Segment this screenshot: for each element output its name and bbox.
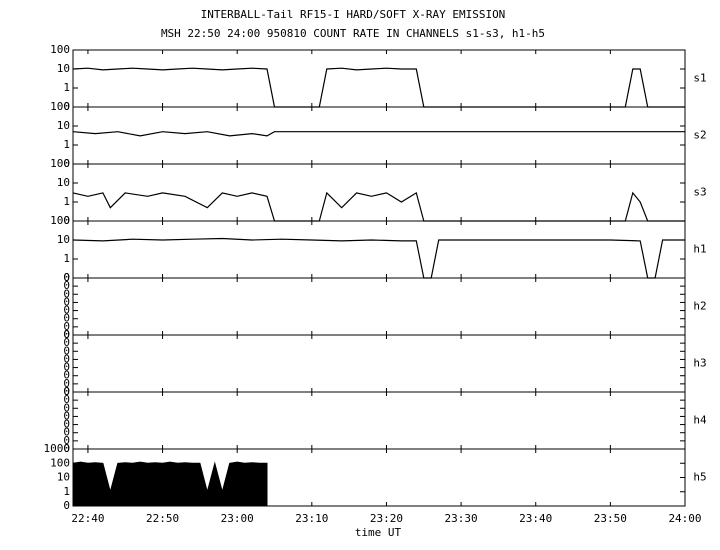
y-tick-label: 100 xyxy=(50,456,70,469)
y-tick-label: 0 xyxy=(63,312,70,325)
y-tick-label: 1 xyxy=(63,252,70,265)
y-tick-label: 0 xyxy=(63,295,70,308)
y-tick-label: 0 xyxy=(63,442,70,455)
y-tick-label: 0 xyxy=(63,369,70,382)
chart-subtitle: MSH 22:50 24:00 950810 COUNT RATE IN CHA… xyxy=(161,27,545,40)
channel-label: s2 xyxy=(693,129,706,142)
y-tick-label: 100 xyxy=(50,214,70,227)
y-tick-label: 0 xyxy=(63,377,70,390)
chart-title: INTERBALL-Tail RF15-I HARD/SOFT X-RAY EM… xyxy=(201,8,506,21)
y-tick-label: 0 xyxy=(63,385,70,398)
y-tick-label: 0 xyxy=(63,157,70,170)
y-tick-label: 100 xyxy=(50,43,70,56)
x-tick-label: 22:40 xyxy=(71,512,104,525)
data-area xyxy=(72,461,268,507)
y-tick-label: 0 xyxy=(63,401,70,414)
y-tick-label: 10 xyxy=(57,176,70,189)
y-tick-label: 1 xyxy=(63,81,70,94)
y-tick-label: 0 xyxy=(63,409,70,422)
data-line xyxy=(72,131,685,137)
y-tick-label: 1000 xyxy=(44,442,71,455)
x-tick-label: 23:40 xyxy=(519,512,552,525)
channel-label: h2 xyxy=(693,300,706,313)
y-tick-label: 0 xyxy=(63,279,70,292)
y-tick-label: 0 xyxy=(63,352,70,365)
channel-label: h5 xyxy=(693,471,706,484)
y-tick-label: 0 xyxy=(63,434,70,447)
x-tick-label: 23:10 xyxy=(295,512,328,525)
x-tick-label: 23:00 xyxy=(221,512,254,525)
y-tick-label: 1 xyxy=(63,195,70,208)
y-tick-label: 0 xyxy=(63,499,70,512)
y-tick-label: 0 xyxy=(63,385,70,398)
y-tick-label: 0 xyxy=(63,418,70,431)
channel-label: h1 xyxy=(693,243,706,256)
y-tick-label: 0 xyxy=(63,426,70,439)
channel-label: s1 xyxy=(693,72,706,85)
y-tick-label: 0 xyxy=(63,271,70,284)
x-tick-label: 23:20 xyxy=(370,512,403,525)
y-tick-label: 0 xyxy=(63,393,70,406)
y-tick-label: 0 xyxy=(63,100,70,113)
x-tick-label: 23:30 xyxy=(445,512,478,525)
y-tick-label: 0 xyxy=(63,336,70,349)
x-tick-label: 22:50 xyxy=(146,512,179,525)
y-tick-label: 1 xyxy=(63,485,70,498)
y-tick-label: 0 xyxy=(63,361,70,374)
y-tick-label: 0 xyxy=(63,304,70,317)
y-tick-label: 0 xyxy=(63,214,70,227)
x-tick-label: 23:50 xyxy=(594,512,627,525)
y-tick-label: 0 xyxy=(63,328,70,341)
x-axis-label: time UT xyxy=(355,526,402,539)
y-tick-label: 1 xyxy=(63,138,70,151)
y-tick-label: 100 xyxy=(50,157,70,170)
y-tick-label: 0 xyxy=(63,287,70,300)
y-tick-label: 100 xyxy=(50,100,70,113)
channel-label: s3 xyxy=(693,186,706,199)
channel-label: h3 xyxy=(693,357,706,370)
channel-label: h4 xyxy=(693,414,707,427)
y-tick-label: 10 xyxy=(57,62,70,75)
y-tick-label: 0 xyxy=(63,271,70,284)
x-tick-label: 24:00 xyxy=(668,512,701,525)
y-tick-label: 10 xyxy=(57,119,70,132)
data-line xyxy=(72,237,685,279)
y-tick-label: 10 xyxy=(57,471,70,484)
y-tick-label: 10 xyxy=(57,233,70,246)
y-tick-label: 0 xyxy=(63,320,70,333)
y-tick-label: 0 xyxy=(63,328,70,341)
y-tick-label: 0 xyxy=(63,344,70,357)
